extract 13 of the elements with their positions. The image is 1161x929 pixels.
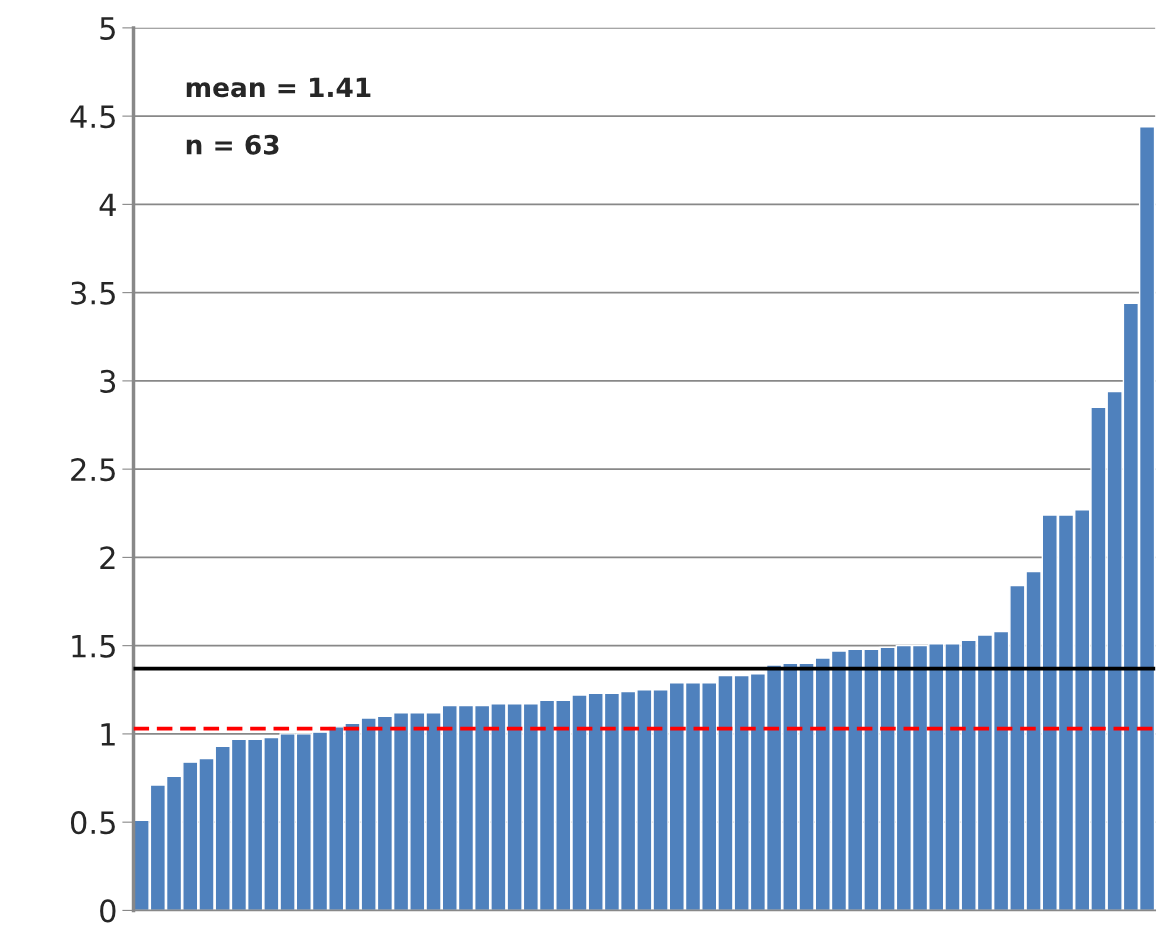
y-tick-label: 0.5 bbox=[70, 811, 115, 835]
y-tick-label: 4 bbox=[99, 193, 116, 216]
y-tick-label: 3.5 bbox=[71, 281, 115, 305]
y-tick-label: 5 bbox=[100, 17, 115, 40]
y-tick-label: 1 bbox=[101, 723, 115, 746]
annotation: mean = 1.41 bbox=[186, 77, 371, 98]
y-tick-label: 4.5 bbox=[70, 105, 115, 129]
y-tick-label: 2 bbox=[100, 546, 115, 570]
y-tick-label: 3 bbox=[100, 369, 116, 393]
y-tick-label: 0 bbox=[100, 899, 116, 923]
y-tick-label: 1.5 bbox=[72, 634, 115, 658]
annotation: n = 63 bbox=[186, 134, 279, 155]
y-tick-label: 2.5 bbox=[71, 458, 115, 482]
